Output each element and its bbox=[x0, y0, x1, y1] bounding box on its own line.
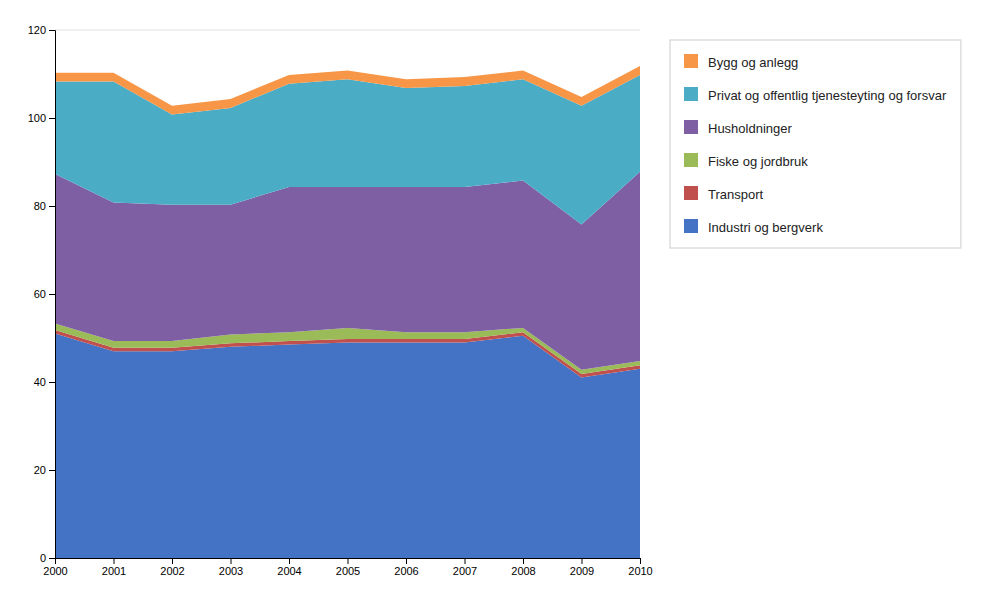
legend-item: Bygg og anlegg bbox=[684, 54, 798, 70]
x-tick: 2008 bbox=[511, 558, 535, 577]
chart: 2000 2001 2002 2003 2004 2005 2006 2007 2008 2009… bbox=[0, 0, 1002, 603]
x-tick-mark bbox=[523, 558, 524, 564]
area bbox=[55, 66, 640, 114]
x-tick: 2005 bbox=[336, 558, 360, 577]
x-tick-label: 2005 bbox=[336, 565, 360, 577]
x-tick-mark bbox=[406, 558, 407, 564]
x-tick-mark bbox=[582, 558, 583, 564]
x-tick-mark bbox=[465, 558, 466, 564]
y-tick-label: 100 bbox=[28, 112, 46, 124]
x-tick: 2009 bbox=[570, 558, 594, 577]
x-tick: 2010 bbox=[628, 558, 652, 577]
y-tick-mark bbox=[49, 470, 55, 471]
x-tick-label: 2001 bbox=[102, 565, 126, 577]
legend-swatch bbox=[684, 153, 698, 167]
x-tick: 2006 bbox=[394, 558, 418, 577]
x-tick-mark bbox=[114, 558, 115, 564]
grid-line bbox=[55, 30, 640, 31]
x-tick: 2007 bbox=[453, 558, 477, 577]
x-tick: 2001 bbox=[102, 558, 126, 577]
y-tick: 20 bbox=[34, 464, 55, 476]
legend-label: Transport bbox=[708, 187, 764, 202]
y-tick: 0 bbox=[40, 552, 55, 564]
x-tick-mark bbox=[231, 558, 232, 564]
legend-item: Fiske og jordbruk bbox=[684, 153, 808, 169]
x-tick-label: 2000 bbox=[43, 565, 67, 577]
legend-frame bbox=[670, 40, 961, 248]
legend-label: Husholdninger bbox=[708, 121, 793, 136]
y-tick-mark bbox=[49, 30, 55, 31]
x-tick-label: 2006 bbox=[394, 565, 418, 577]
y-tick-label: 40 bbox=[34, 376, 46, 388]
legend-item: Husholdninger bbox=[684, 120, 793, 136]
legend-item: Industri og bergverk bbox=[684, 219, 823, 235]
x-tick-mark bbox=[172, 558, 173, 564]
y-tick-mark bbox=[49, 206, 55, 207]
y-tick-label: 60 bbox=[34, 288, 46, 300]
x-tick-label: 2009 bbox=[570, 565, 594, 577]
legend-swatch bbox=[684, 219, 698, 233]
legend-item: Privat og offentlig tjenesteyting og for… bbox=[684, 87, 947, 103]
x-tick: 2002 bbox=[160, 558, 184, 577]
legend-swatch bbox=[684, 87, 698, 101]
areas bbox=[55, 66, 640, 558]
y-axis-line bbox=[49, 31, 56, 559]
legend: Bygg og anlegg Privat og offentlig tjenes… bbox=[670, 40, 961, 248]
x-axis-line bbox=[56, 559, 641, 565]
x-tick-mark bbox=[640, 558, 641, 564]
y-axis: 0 20 40 60 80 100 120 bbox=[28, 24, 56, 564]
y-tick-mark bbox=[49, 118, 55, 119]
legend-swatch bbox=[684, 120, 698, 134]
y-tick-label: 0 bbox=[40, 552, 46, 564]
y-tick: 40 bbox=[34, 376, 55, 388]
y-tick: 100 bbox=[28, 112, 55, 124]
legend-label: Fiske og jordbruk bbox=[708, 154, 808, 169]
legend-item: Transport bbox=[684, 186, 764, 202]
y-tick-mark bbox=[49, 294, 55, 295]
y-tick-mark bbox=[49, 382, 55, 383]
x-tick: 2000 bbox=[43, 558, 67, 577]
legend-label: Privat og offentlig tjenesteyting og for… bbox=[708, 88, 947, 103]
legend-swatch bbox=[684, 54, 698, 68]
x-tick-label: 2003 bbox=[219, 565, 243, 577]
legend-label: Bygg og anlegg bbox=[708, 55, 798, 70]
x-tick-label: 2002 bbox=[160, 565, 184, 577]
y-tick: 60 bbox=[34, 288, 55, 300]
legend-label: Industri og bergverk bbox=[708, 220, 823, 235]
y-tick-label: 120 bbox=[28, 24, 46, 36]
y-tick-label: 20 bbox=[34, 464, 46, 476]
y-tick: 80 bbox=[34, 200, 55, 212]
x-tick-label: 2004 bbox=[277, 565, 301, 577]
x-tick-mark bbox=[348, 558, 349, 564]
x-tick-label: 2008 bbox=[511, 565, 535, 577]
x-tick-label: 2010 bbox=[628, 565, 652, 577]
x-axis: 2000 2001 2002 2003 2004 2005 2006 2007 2008 2009… bbox=[43, 558, 652, 577]
y-tick: 120 bbox=[28, 24, 55, 36]
legend-swatch bbox=[684, 186, 698, 200]
grid bbox=[55, 30, 640, 558]
x-tick: 2003 bbox=[219, 558, 243, 577]
x-tick-label: 2007 bbox=[453, 565, 477, 577]
y-tick-label: 80 bbox=[34, 200, 46, 212]
x-tick: 2004 bbox=[277, 558, 301, 577]
x-tick-mark bbox=[289, 558, 290, 564]
y-tick-mark bbox=[49, 558, 55, 559]
area bbox=[55, 334, 640, 558]
